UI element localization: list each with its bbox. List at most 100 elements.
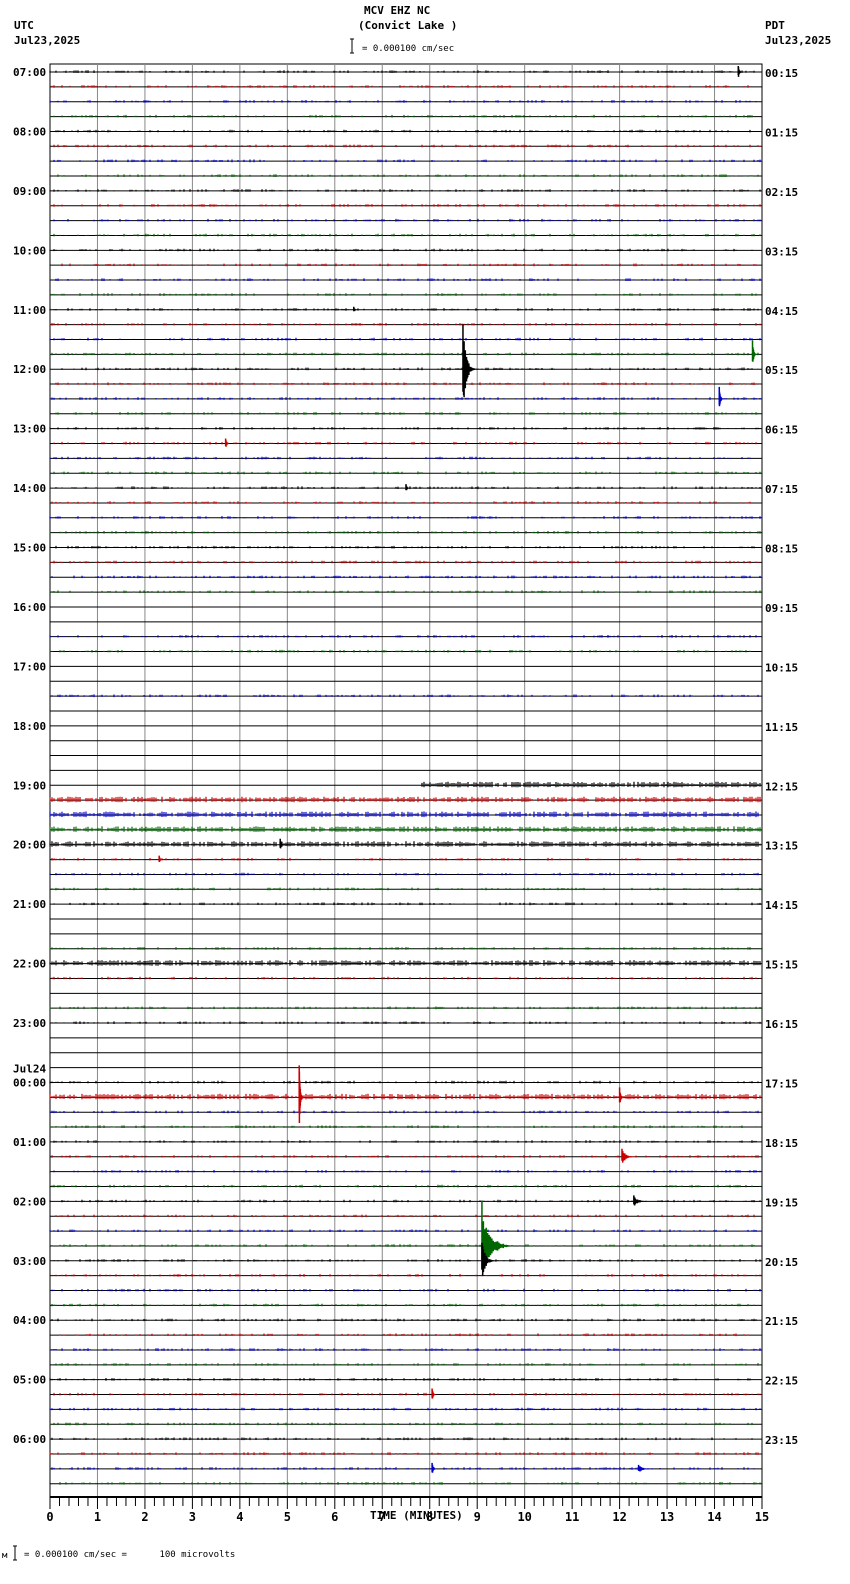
trace-noise	[53, 159, 761, 163]
trace-noise	[51, 1303, 759, 1307]
trace-noise	[49, 872, 759, 876]
trace-noise	[51, 1437, 753, 1441]
x-tick-label: 5	[284, 1510, 291, 1524]
seismic-event	[621, 1148, 637, 1163]
utc-hour-label: 01:00	[13, 1136, 46, 1149]
pdt-hour-label: 09:15	[765, 602, 798, 615]
trace-noise	[49, 233, 761, 237]
trace-noise	[49, 531, 761, 534]
trace-noise	[49, 1006, 761, 1010]
date-change-label: Jul24	[13, 1062, 46, 1075]
pdt-hour-label: 22:15	[765, 1375, 798, 1388]
trace-noise	[49, 796, 761, 803]
seismic-event	[633, 1195, 649, 1206]
trace-noise	[49, 1199, 761, 1203]
seismic-event	[279, 838, 285, 849]
pdt-hour-label: 01:15	[765, 126, 798, 139]
utc-hour-label: 13:00	[13, 423, 46, 436]
seismic-event	[405, 484, 411, 491]
trace-noise	[51, 85, 749, 88]
trace-noise	[49, 100, 757, 103]
trace-noise	[51, 575, 761, 579]
pdt-hour-label: 02:15	[765, 186, 798, 199]
utc-hour-label: 02:00	[13, 1195, 46, 1208]
footer-scale: = 0.000100 cm/sec = 100 microvolts	[24, 1550, 236, 1560]
seismic-event	[462, 324, 475, 398]
trace-noise	[51, 1467, 755, 1470]
seismic-event	[431, 1462, 437, 1473]
x-tick-label: 15	[755, 1510, 769, 1524]
trace-noise	[53, 1259, 761, 1262]
trace-noise	[51, 293, 757, 296]
seismic-event	[481, 1242, 497, 1276]
utc-hour-label: 08:00	[13, 125, 46, 138]
pdt-hour-label: 05:15	[765, 364, 798, 377]
trace-noise	[49, 189, 761, 192]
x-tick-label: 9	[474, 1510, 481, 1524]
seismic-event	[718, 386, 724, 407]
utc-hour-label: 10:00	[13, 244, 46, 257]
pdt-hour-label: 16:15	[765, 1018, 798, 1031]
left-timezone: UTC	[14, 19, 34, 32]
trace-noise	[51, 1288, 761, 1292]
x-tick-label: 2	[141, 1510, 148, 1524]
scale-bar-icon	[13, 1545, 17, 1561]
trace-noise	[49, 1125, 757, 1129]
trace-noise	[49, 352, 759, 356]
pdt-hour-label: 04:15	[765, 305, 798, 318]
trace-noise	[53, 1140, 757, 1143]
x-tick-label: 7	[379, 1510, 386, 1524]
utc-hour-label: 17:00	[13, 660, 46, 673]
utc-hour-label: 19:00	[13, 779, 46, 792]
pdt-hour-label: 11:15	[765, 721, 798, 734]
seismic-event	[431, 1388, 437, 1399]
seismic-event	[751, 340, 757, 362]
x-tick-label: 13	[660, 1510, 674, 1524]
x-tick-label: 12	[612, 1510, 626, 1524]
seismic-event	[618, 1087, 624, 1103]
trace-noise	[49, 1378, 751, 1381]
trace-noise	[55, 412, 759, 415]
pdt-hour-label: 10:15	[765, 661, 798, 674]
pdt-hour-label: 03:15	[765, 245, 798, 258]
utc-hour-label: 18:00	[13, 720, 46, 733]
trace-noise	[421, 781, 761, 788]
utc-hour-label: 00:00	[13, 1076, 46, 1089]
trace-noise	[49, 545, 755, 549]
x-tick-label: 14	[707, 1510, 721, 1524]
trace-noise	[53, 1363, 759, 1366]
plot-frame	[49, 63, 763, 1498]
trace-noise	[51, 887, 761, 891]
trace-noise	[59, 1333, 749, 1337]
trace-noise	[49, 308, 759, 311]
utc-hour-label: 12:00	[13, 363, 46, 376]
utc-hour-label: 20:00	[13, 839, 46, 852]
scale-bar-icon	[350, 38, 354, 54]
x-tick-label: 8	[426, 1510, 433, 1524]
pdt-hour-label: 06:15	[765, 424, 798, 437]
seismic-event	[737, 66, 743, 77]
trace-noise	[51, 1184, 761, 1188]
footer-prefix: м	[2, 1551, 8, 1561]
trace-noise	[49, 947, 761, 950]
trace-noise	[51, 857, 759, 861]
pdt-hour-label: 19:15	[765, 1196, 798, 1209]
trace-noise	[49, 456, 751, 460]
trace-noise	[49, 1452, 759, 1455]
trace-noise	[49, 1080, 759, 1084]
utc-hour-label: 15:00	[13, 542, 46, 555]
trace-noise	[49, 397, 761, 400]
left-date: Jul23,2025	[14, 34, 81, 47]
trace-noise	[49, 114, 753, 118]
trace-noise	[49, 960, 761, 966]
seismic-event	[353, 306, 359, 312]
utc-hour-label: 22:00	[13, 958, 46, 971]
pdt-hour-label: 14:15	[765, 899, 798, 912]
trace-noise	[51, 501, 751, 504]
utc-hour-label: 04:00	[13, 1314, 46, 1327]
trace-noise	[49, 635, 759, 638]
pdt-hour-label: 08:15	[765, 543, 798, 556]
utc-hour-label: 06:00	[13, 1433, 46, 1446]
pdt-hour-label: 13:15	[765, 840, 798, 853]
